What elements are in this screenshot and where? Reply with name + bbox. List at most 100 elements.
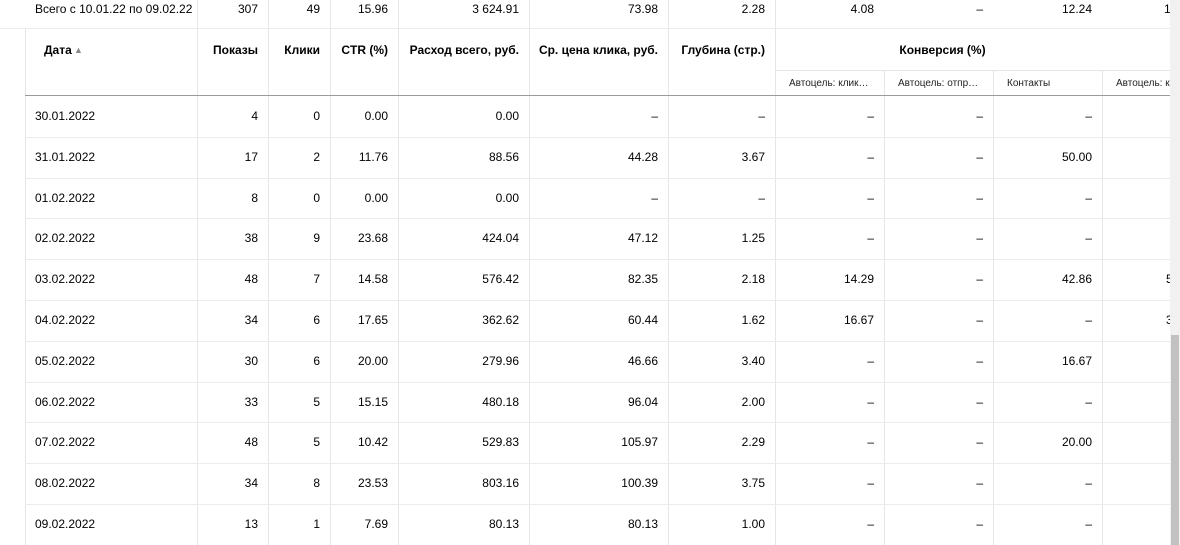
grid-line (1102, 70, 1103, 545)
column-header[interactable]: Дата (44, 43, 72, 57)
cell: 2.18 (741, 272, 765, 287)
cell: 60.44 (627, 313, 658, 327)
cell: 480.18 (482, 394, 519, 409)
cell: 5 (313, 435, 320, 450)
cell: 23.53 (357, 476, 388, 491)
grid-line (25, 300, 1170, 301)
subcolumn-header[interactable]: Контакты (1007, 78, 1051, 89)
cell: 14.58 (357, 272, 388, 287)
cell: 3.75 (741, 476, 765, 491)
summary-cell: 307 (237, 2, 258, 16)
column-header[interactable]: Клики (284, 43, 320, 57)
cell: 20.00 (1061, 435, 1092, 450)
grid-line (25, 382, 1170, 383)
cell: 82.35 (627, 272, 658, 287)
cell: 7 (313, 272, 320, 287)
cell: – (976, 517, 983, 531)
cell: – (976, 476, 983, 491)
date-cell: 08.02.2022 (35, 476, 96, 491)
grid-line (25, 95, 1170, 96)
column-header[interactable]: Глубина (стр.) (681, 43, 765, 57)
cell: 42.86 (1061, 272, 1092, 287)
date-cell: 03.02.2022 (35, 272, 96, 287)
cell: 11.76 (358, 149, 388, 164)
cell: – (1085, 313, 1092, 327)
cell: 88.56 (488, 149, 519, 164)
subcolumn-header[interactable]: Автоцель: клик… (789, 78, 869, 89)
date-cell: 31.01.2022 (35, 149, 96, 164)
grid-line (25, 218, 1170, 219)
grid-line (25, 28, 26, 545)
column-header[interactable]: Показы (213, 43, 258, 57)
cell: – (976, 149, 983, 164)
summary-cell: 12.24 (1061, 2, 1092, 16)
cell: – (867, 476, 874, 491)
summary-cell: 3 624.91 (472, 2, 519, 16)
cell: – (867, 394, 874, 409)
cell: – (867, 435, 874, 450)
grid-line (25, 504, 1170, 505)
cell: – (976, 272, 983, 287)
cell: 424.04 (482, 231, 519, 246)
cell: 33 (244, 394, 258, 409)
cell: 0 (313, 109, 320, 123)
cell: 5 (313, 394, 320, 409)
cell: 34 (244, 476, 258, 491)
cell: – (1085, 109, 1092, 123)
cell: 20.00 (357, 353, 388, 368)
cell: – (867, 149, 874, 164)
cell: – (1085, 231, 1092, 246)
column-header[interactable]: Ср. цена клика, руб. (538, 43, 658, 57)
grid-line (993, 70, 994, 545)
cell: 2 (313, 149, 320, 164)
cell: 6 (313, 313, 320, 327)
cell: – (651, 190, 658, 205)
cell: 14.29 (843, 272, 874, 287)
cell: 96.04 (627, 394, 658, 409)
grid-line (25, 341, 1170, 342)
cell: 9 (313, 231, 320, 246)
grid-line (330, 0, 331, 545)
cell: 13 (244, 517, 258, 531)
scrollbar-thumb[interactable] (1171, 335, 1179, 545)
subcolumn-header[interactable]: Автоцель: к (1116, 78, 1170, 89)
cell: 38 (244, 231, 258, 246)
cell: 1.00 (741, 517, 765, 531)
cell: – (1085, 517, 1092, 531)
cell: 1.25 (741, 231, 765, 246)
cell: – (1085, 190, 1092, 205)
cell: 0.00 (364, 190, 388, 205)
date-cell: 01.02.2022 (35, 190, 96, 205)
grid-line (0, 28, 1170, 29)
cell: 50.00 (1061, 149, 1092, 164)
cell: 1.62 (741, 313, 765, 327)
cell: – (976, 313, 983, 327)
cell: 279.96 (482, 353, 519, 368)
grid-line (25, 137, 1170, 138)
column-header[interactable]: CTR (%) (341, 43, 388, 57)
summary-cell: 4.08 (850, 2, 874, 16)
cell: – (867, 517, 874, 531)
date-cell: 06.02.2022 (35, 394, 96, 409)
cell: 80.13 (627, 517, 658, 531)
cell: – (1085, 394, 1092, 409)
date-cell: 09.02.2022 (35, 517, 96, 531)
cell: 0.00 (495, 190, 519, 205)
date-cell: 05.02.2022 (35, 353, 96, 368)
cell: – (758, 109, 765, 123)
cell: – (976, 435, 983, 450)
cell: 23.68 (357, 231, 388, 246)
cell: 17 (244, 149, 258, 164)
column-header[interactable]: Расход всего, руб. (409, 43, 519, 57)
cell: 4 (251, 109, 258, 123)
subcolumn-header[interactable]: Автоцель: отпр… (898, 78, 979, 89)
sort-icon[interactable]: ▲ (74, 45, 83, 55)
cell: – (867, 109, 874, 123)
cell: 803.16 (482, 476, 519, 491)
cell: 16.67 (1061, 353, 1092, 368)
cell: – (867, 190, 874, 205)
summary-cell: 15.96 (357, 2, 388, 16)
grid-line (775, 0, 776, 545)
cell: 2.00 (741, 394, 765, 409)
